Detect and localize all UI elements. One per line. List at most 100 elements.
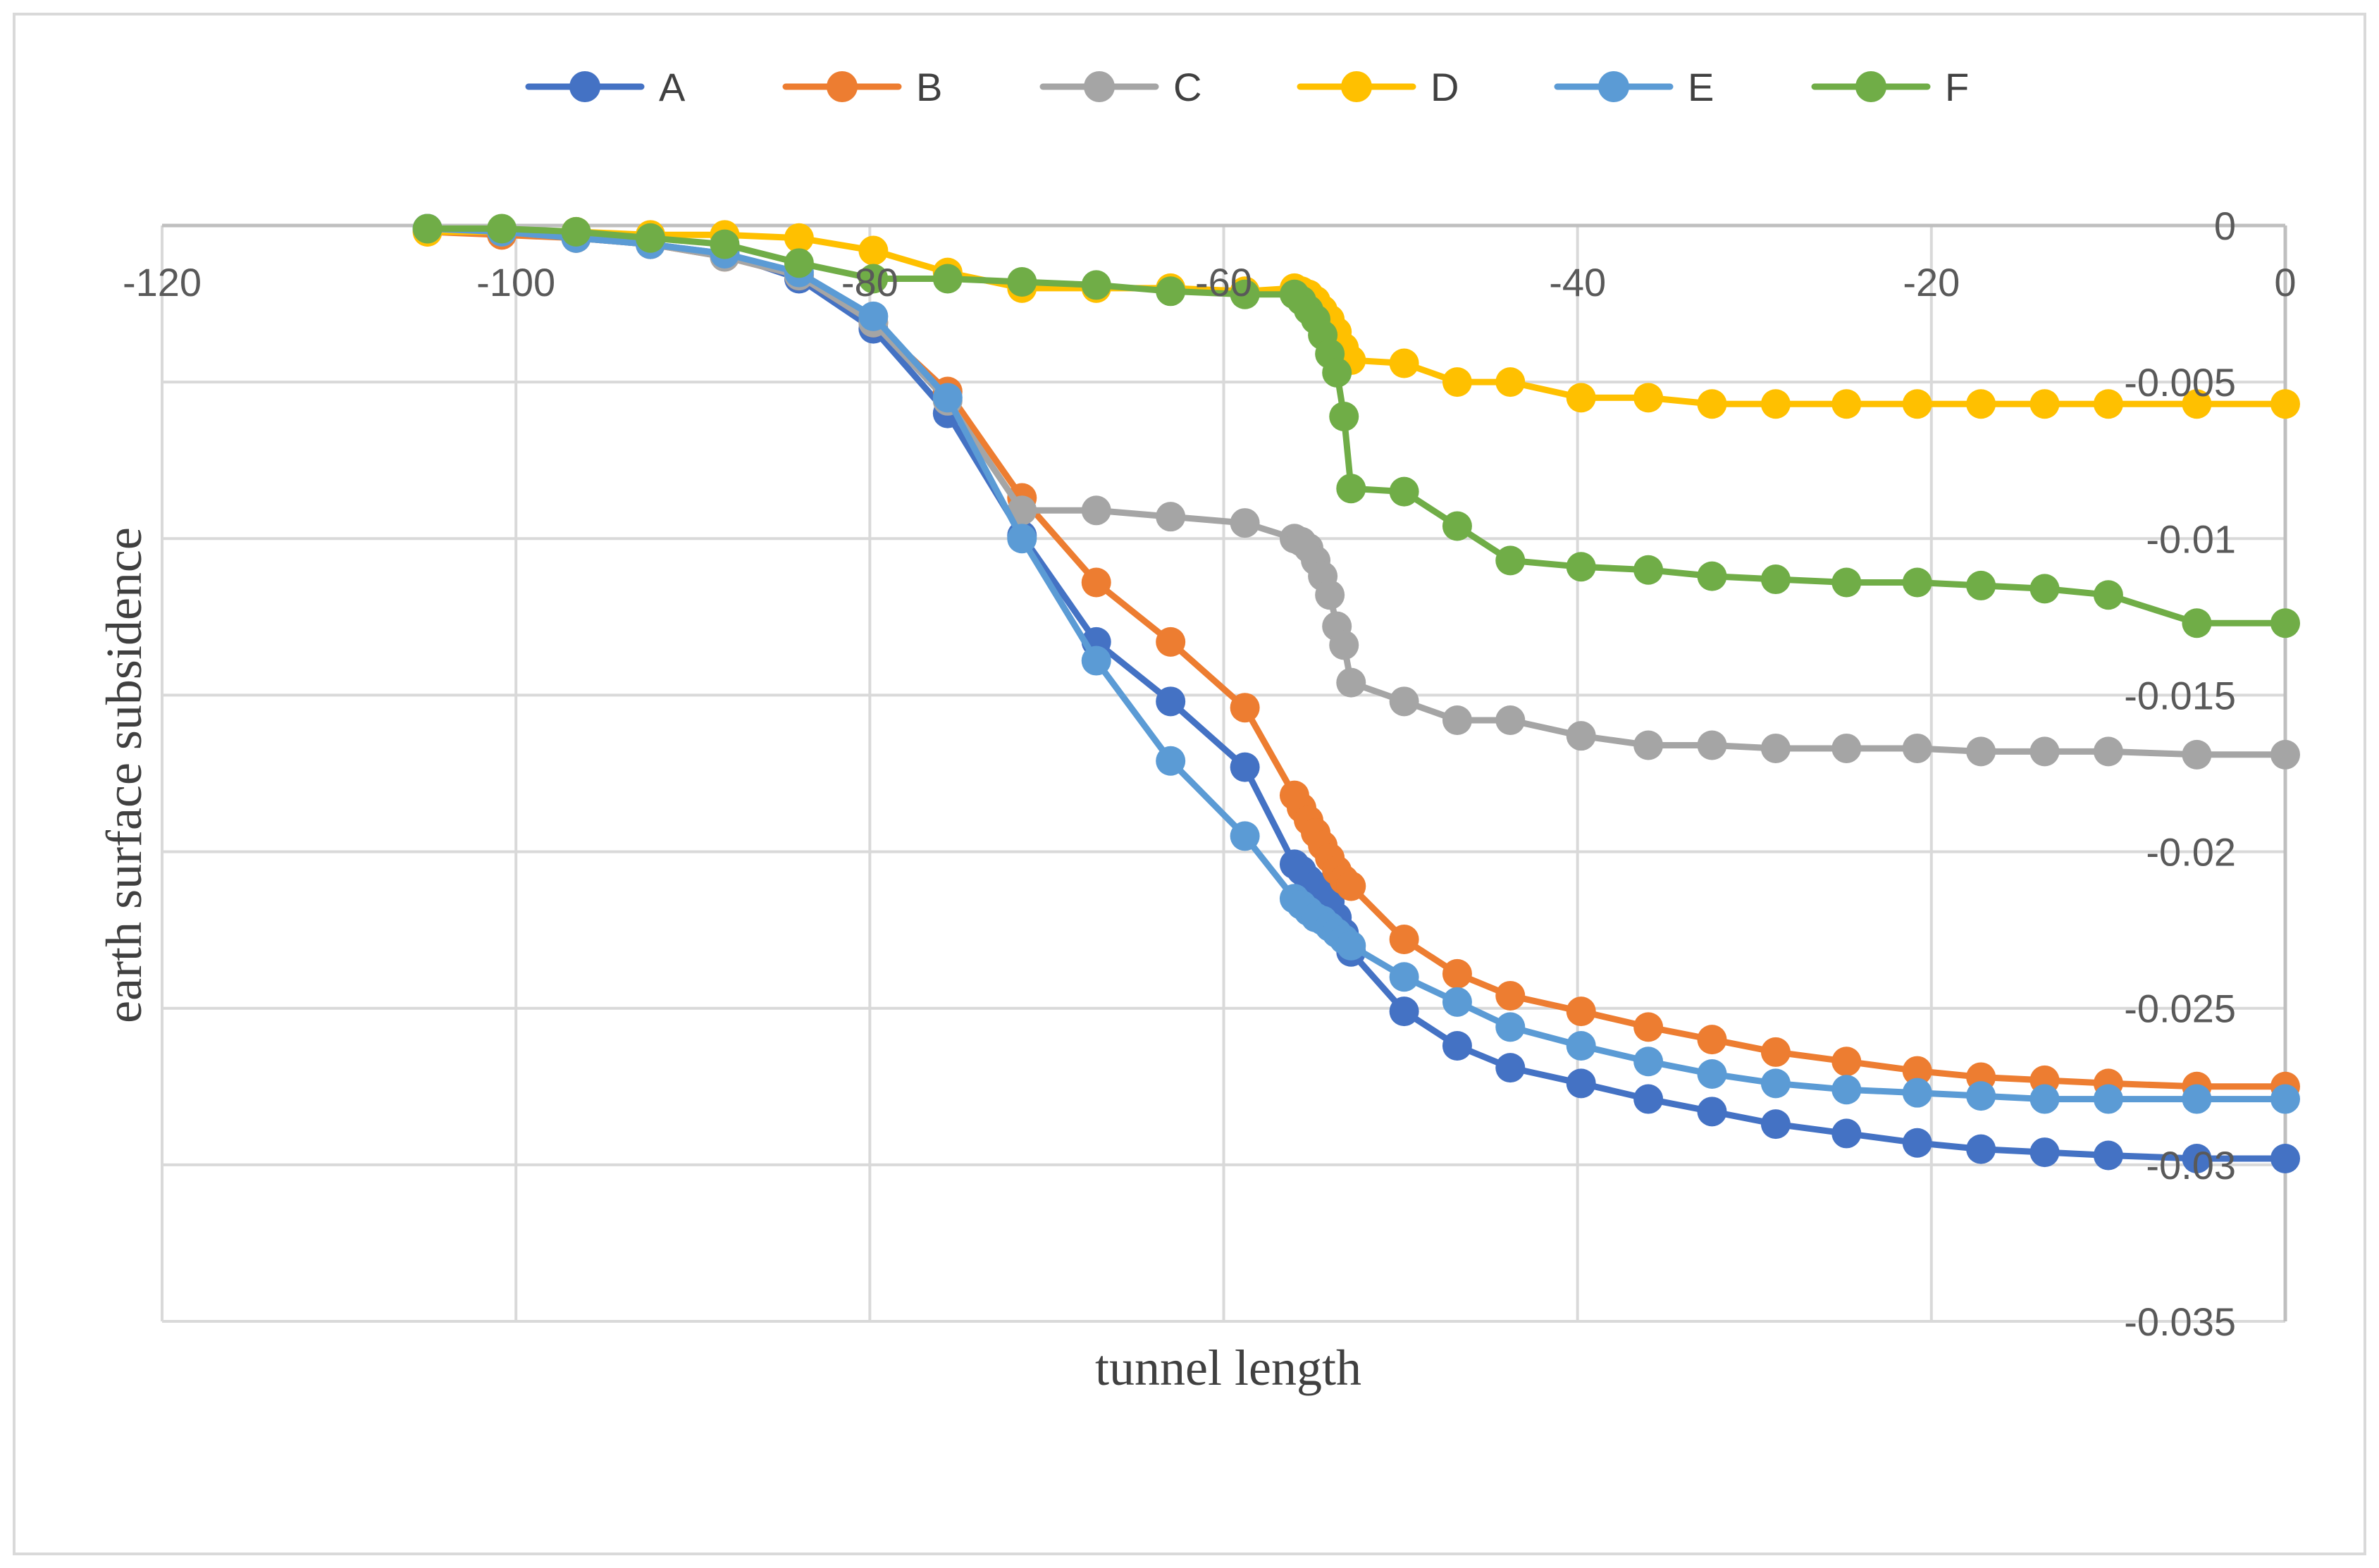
data-point-E xyxy=(2029,1084,2060,1114)
legend-layer: A B C D E F xyxy=(525,65,1969,109)
data-point-A xyxy=(2029,1137,2060,1168)
x-tick-label: -120 xyxy=(123,260,202,304)
data-point-F xyxy=(858,264,889,294)
data-point-A xyxy=(1442,1031,1472,1061)
data-point-B xyxy=(1389,924,1419,954)
data-point-A xyxy=(1495,1053,1526,1083)
data-point-E xyxy=(1697,1059,1727,1089)
data-point-C xyxy=(1442,705,1472,735)
data-point-E xyxy=(1007,524,1037,554)
data-point-E xyxy=(1566,1031,1596,1061)
data-point-E xyxy=(1230,821,1260,851)
data-point-F xyxy=(1760,564,1791,595)
data-point-C xyxy=(1230,508,1260,538)
legend-swatch-marker xyxy=(1598,71,1629,102)
y-tick-label: -0.005 xyxy=(2124,360,2236,405)
y-tick-label: -0.035 xyxy=(2124,1300,2236,1344)
data-point-F xyxy=(1230,279,1260,309)
data-point-D xyxy=(1633,383,1664,413)
data-point-F xyxy=(1495,545,1526,576)
data-point-A xyxy=(1902,1128,1932,1158)
data-point-F xyxy=(1081,270,1111,300)
data-point-F xyxy=(1336,474,1366,504)
data-point-E xyxy=(1389,962,1419,992)
data-point-C xyxy=(2270,739,2300,770)
data-point-F xyxy=(1697,561,1727,591)
data-point-C xyxy=(2029,736,2060,767)
data-point-B xyxy=(1336,871,1366,901)
data-point-B xyxy=(1156,626,1186,657)
series-E xyxy=(412,214,2300,1114)
data-point-F xyxy=(2182,608,2212,638)
x-tick-label: -100 xyxy=(476,260,555,304)
data-point-F xyxy=(487,214,517,244)
data-point-C xyxy=(1495,705,1526,735)
series-F xyxy=(412,214,2300,638)
data-point-E xyxy=(1336,930,1366,961)
data-point-A xyxy=(1389,996,1419,1027)
data-point-B xyxy=(1230,693,1260,723)
y-tick-label: 0 xyxy=(2214,204,2236,248)
data-point-E xyxy=(1633,1047,1664,1077)
data-point-B xyxy=(1442,958,1472,989)
x-tick-label: -20 xyxy=(1903,260,1960,304)
data-point-F xyxy=(1966,570,1996,600)
legend-label: F xyxy=(1945,65,1969,109)
data-point-D xyxy=(1902,389,1932,419)
y-tick-label: -0.01 xyxy=(2146,517,2236,561)
y-tick-label: -0.03 xyxy=(2146,1143,2236,1187)
data-point-D xyxy=(1442,367,1472,397)
legend-swatch-marker xyxy=(1341,71,1372,102)
x-axis-title: tunnel length xyxy=(1095,1340,1361,1396)
data-point-D xyxy=(2182,389,2212,419)
data-point-B xyxy=(1697,1025,1727,1055)
data-point-E xyxy=(2270,1084,2300,1114)
data-point-F xyxy=(412,214,443,244)
data-point-C xyxy=(1081,495,1111,526)
data-point-F xyxy=(1442,511,1472,541)
legend-item-E: E xyxy=(1554,65,1714,109)
data-point-C xyxy=(1566,721,1596,751)
data-point-A xyxy=(1966,1134,1996,1164)
data-point-A xyxy=(1760,1109,1791,1140)
legend-item-C: C xyxy=(1039,65,1201,109)
legend-swatch-marker xyxy=(1084,71,1115,102)
legend-label: C xyxy=(1173,65,1201,109)
data-point-B xyxy=(1760,1037,1791,1067)
data-point-B xyxy=(1633,1012,1664,1042)
data-point-F xyxy=(710,229,740,259)
legend-swatch-marker xyxy=(827,71,858,102)
data-point-D xyxy=(858,235,889,266)
data-point-F xyxy=(2270,608,2300,638)
series-layer xyxy=(412,214,2300,1173)
legend-item-F: F xyxy=(1811,65,1969,109)
data-point-C xyxy=(1966,736,1996,767)
data-point-D xyxy=(2093,389,2123,419)
data-point-C xyxy=(1315,580,1345,610)
data-point-F xyxy=(2029,574,2060,604)
data-point-D xyxy=(1495,367,1526,397)
data-point-E xyxy=(1081,646,1111,676)
data-point-B xyxy=(1495,980,1526,1011)
data-point-C xyxy=(1336,667,1366,698)
data-point-C xyxy=(1156,502,1186,532)
legend-swatch-marker xyxy=(1855,71,1886,102)
data-point-C xyxy=(2093,736,2123,767)
y-axis-title: earth surface subsidence xyxy=(96,527,152,1023)
data-point-C xyxy=(1633,730,1664,760)
data-point-B xyxy=(1566,996,1596,1027)
data-point-E xyxy=(1966,1081,1996,1111)
data-point-D xyxy=(2029,389,2060,419)
legend-label: B xyxy=(916,65,942,109)
data-point-F xyxy=(1633,555,1664,585)
data-point-A xyxy=(1831,1118,1862,1149)
data-point-B xyxy=(1831,1047,1862,1077)
data-point-C xyxy=(1831,733,1862,763)
data-point-A xyxy=(2270,1143,2300,1173)
legend-item-B: B xyxy=(782,65,942,109)
data-point-E xyxy=(1902,1078,1932,1108)
data-point-D xyxy=(1566,383,1596,413)
data-point-A xyxy=(1156,686,1186,717)
